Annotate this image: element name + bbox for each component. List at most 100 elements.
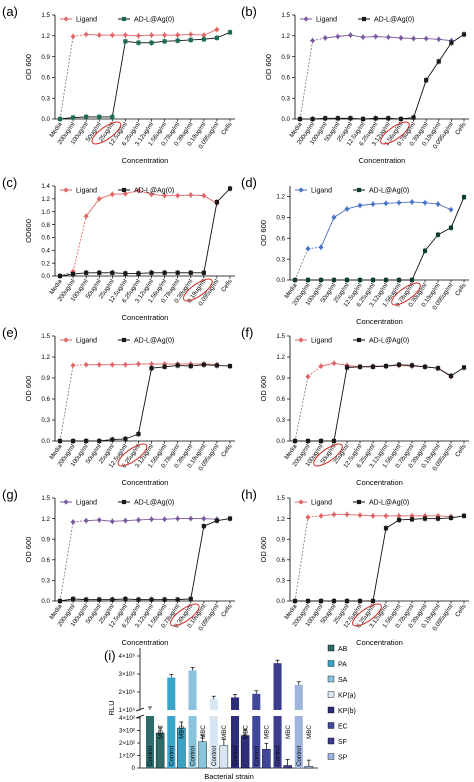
y-tick-label: 0.3 — [276, 256, 285, 263]
series-line-segment — [203, 364, 217, 366]
data-point — [310, 38, 316, 44]
y-tick-label: 0.3 — [41, 578, 50, 585]
data-point — [344, 365, 350, 370]
series-line-segment — [203, 201, 218, 273]
data-point — [97, 597, 102, 602]
mic-highlight-ring — [169, 603, 200, 627]
series-line-segment — [112, 598, 126, 601]
legend-marker-ad-l-ag — [121, 187, 127, 193]
control-label: Control — [168, 746, 175, 766]
data-point — [305, 277, 311, 283]
bar-control-upper — [273, 663, 282, 710]
legend-label-ligand: Ligand — [76, 17, 97, 24]
series-line-segment — [177, 364, 191, 367]
y-axis-label: OD 600 — [259, 220, 268, 246]
data-point — [344, 206, 350, 212]
series-line-segment — [411, 364, 426, 368]
legend-label: EC — [338, 724, 348, 731]
chart-panel-g: 0.00.30.60.91.21.5Media200ug/ml100ug/ml5… — [2, 487, 235, 647]
legend-label-ligand: Ligand — [311, 188, 332, 195]
data-point — [175, 193, 181, 199]
series-ad-l-ag — [57, 185, 233, 279]
x-axis-label: Concentration — [122, 156, 169, 165]
y-tick-label: 0.4 — [41, 247, 50, 254]
series-ad-l-ag — [57, 515, 233, 604]
data-point — [370, 277, 376, 283]
panel-label: (h) — [241, 487, 257, 502]
data-point — [396, 200, 402, 206]
data-point — [318, 277, 324, 283]
series-line-segment — [333, 367, 348, 442]
data-point — [83, 31, 89, 38]
series-line-segment — [216, 518, 231, 522]
legend-label: SF — [338, 739, 347, 746]
series-line-segment — [177, 598, 191, 601]
data-point — [135, 517, 142, 523]
y-tick-label: 2×10² — [119, 740, 135, 747]
y-tick-label: 0.6 — [41, 235, 50, 242]
data-point — [148, 191, 155, 197]
data-point — [318, 598, 324, 604]
y-tick-label: 1.5 — [41, 495, 50, 502]
y-tick-label: 0.9 — [281, 54, 290, 61]
legend: Ligand AD-L@Ag(0) — [60, 16, 174, 24]
series-line-segment — [450, 367, 465, 377]
data-point — [175, 597, 180, 602]
legend-label-ad-l-ag: AD-L@Ag(0) — [134, 338, 174, 345]
control-label: Control — [147, 746, 154, 766]
legend-label-ad-l-ag: AD-L@Ag(0) — [369, 500, 409, 507]
data-point — [449, 40, 454, 45]
legend-marker-ligand — [63, 499, 69, 505]
series-line-segment — [164, 364, 178, 368]
data-point — [201, 193, 207, 199]
y-tick-label: 0.9 — [41, 536, 50, 543]
y-tick-label: 1.4 — [41, 183, 50, 190]
legend-marker-ligand — [63, 187, 69, 193]
legend-label-ad-l-ag: AD-L@Ag(0) — [369, 188, 409, 195]
data-point — [409, 199, 415, 205]
y-tick-label: 0.6 — [276, 396, 285, 403]
series-line-segment — [125, 433, 139, 440]
data-point — [347, 32, 354, 38]
series-ligand — [294, 360, 454, 442]
data-point — [135, 33, 142, 39]
chart-panel-b: 0.00.30.60.91.21.5Media200ug/ml100ug/ml5… — [241, 4, 469, 165]
data-point — [83, 518, 89, 524]
x-axis-label: Concentration — [356, 478, 403, 487]
bar-mbc — [219, 745, 229, 769]
x-axis-label: Concentration — [359, 156, 406, 165]
y-tick-label: 1.2 — [276, 354, 285, 361]
y-tick-label: 1.2 — [41, 516, 50, 523]
data-point — [148, 361, 155, 367]
guide-line — [294, 248, 309, 281]
series-line-segment — [177, 39, 191, 42]
bar-control-lower — [252, 716, 261, 768]
legend-label-ligand: Ligand — [76, 500, 97, 507]
series-line-segment — [151, 366, 165, 369]
legend-marker-ad-l-ag — [121, 337, 127, 343]
data-point — [305, 374, 311, 380]
legend-marker-ad-l-ag — [121, 16, 127, 22]
y-tick-label: 1.2 — [41, 33, 50, 40]
mbc-label: MBC — [157, 725, 164, 739]
data-point — [136, 431, 141, 437]
y-tick-label: 0.0 — [41, 116, 50, 123]
legend: Ligand AD-L@Ag(0) — [295, 187, 409, 195]
data-point — [344, 598, 350, 604]
data-point — [409, 513, 415, 519]
data-point — [188, 270, 193, 275]
data-point — [423, 35, 429, 42]
series-line-segment — [372, 365, 387, 368]
data-point — [162, 516, 168, 522]
legend-swatch — [327, 675, 335, 683]
series-line-segment — [333, 208, 348, 218]
series-line-segment — [138, 272, 152, 274]
y-tick-label: 0.9 — [41, 54, 50, 61]
data-point — [448, 225, 454, 230]
y-tick-label: 1×10⁶ — [119, 707, 136, 714]
y-tick-label: 0.0 — [41, 273, 50, 280]
data-point — [385, 34, 391, 40]
